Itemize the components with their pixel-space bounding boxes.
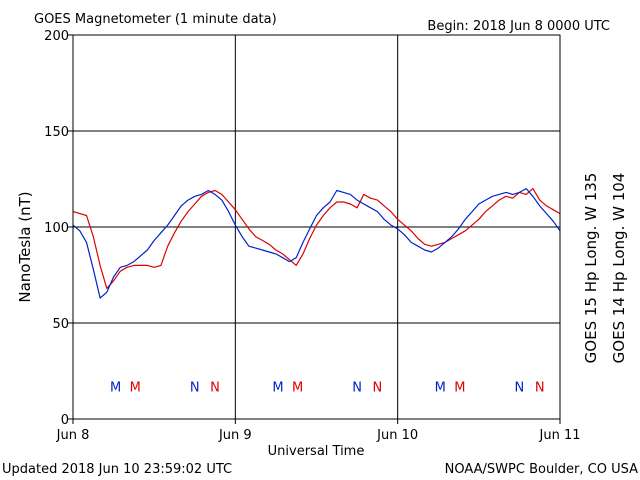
grid-lines	[73, 35, 560, 419]
event-marker: M	[272, 380, 283, 395]
x-tick-label: Jun 9	[218, 428, 252, 443]
x-tick-label: Jun 8	[56, 428, 90, 443]
y-tick-label: 100	[44, 221, 69, 236]
plot-frame	[72, 34, 561, 420]
x-tick-label: Jun 10	[376, 428, 418, 443]
y-axis-ticks: 0 50 100 150 200	[44, 29, 73, 428]
legend-goes15: GOES 15 Hp Long. W 135	[582, 173, 600, 364]
event-marker: M	[130, 380, 141, 395]
y-tick-label: 200	[44, 29, 69, 44]
series-line-1	[72, 188, 561, 299]
y-tick-label: 150	[44, 125, 69, 140]
event-marker: N	[515, 380, 525, 395]
event-marker: N	[373, 380, 383, 395]
event-marker: N	[210, 380, 220, 395]
event-marker: M	[454, 380, 465, 395]
event-marker: N	[535, 380, 545, 395]
series-lines	[72, 188, 561, 299]
chart-title: GOES Magnetometer (1 minute data)	[34, 12, 277, 27]
event-marker: M	[292, 380, 303, 395]
legend-goes14: GOES 14 Hp Long. W 104	[610, 173, 628, 364]
x-axis-label: Universal Time	[268, 444, 365, 459]
x-axis-ticks: Jun 8 Jun 9 Jun 10 Jun 11	[56, 419, 581, 443]
updated-timestamp: Updated 2018 Jun 10 23:59:02 UTC	[2, 462, 232, 477]
begin-label: Begin: 2018 Jun 8 0000 UTC	[427, 19, 610, 34]
y-axis-label: NanoTesla (nT)	[16, 191, 34, 302]
series-line-0	[72, 188, 561, 289]
credit-label: NOAA/SWPC Boulder, CO USA	[445, 462, 638, 477]
event-marker: N	[190, 380, 200, 395]
event-marker: M	[435, 380, 446, 395]
y-tick-label: 0	[61, 413, 69, 428]
event-marker: M	[110, 380, 121, 395]
event-marker: N	[352, 380, 362, 395]
y-tick-label: 50	[52, 317, 69, 332]
x-tick-label: Jun 11	[539, 428, 581, 443]
